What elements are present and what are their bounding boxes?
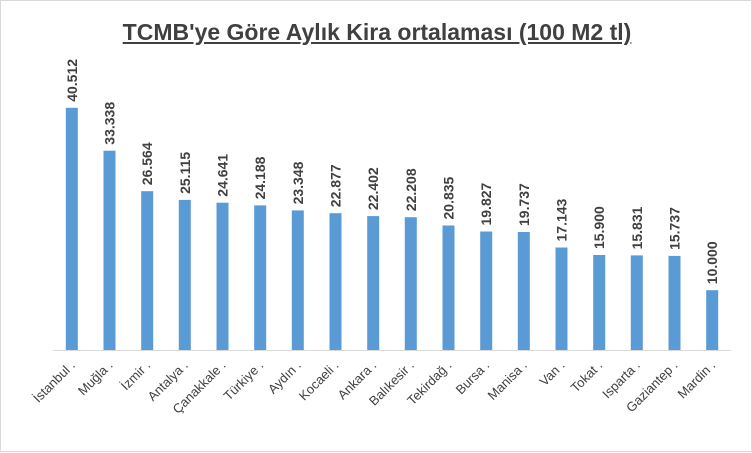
- bar: [668, 255, 681, 350]
- bar: [442, 225, 455, 350]
- category-tick-label: Kocaeli .: [296, 358, 342, 404]
- data-label: 24.188: [252, 156, 268, 199]
- bar: [103, 150, 116, 350]
- category-tick-label: Mardin .: [675, 358, 719, 402]
- data-label: 26.564: [139, 142, 155, 185]
- bar: [404, 217, 417, 350]
- data-label: 15.737: [667, 207, 683, 250]
- data-label: 40.512: [64, 59, 80, 102]
- bar: [367, 216, 380, 350]
- data-label: 19.737: [516, 183, 532, 226]
- data-label: 22.208: [403, 168, 419, 211]
- data-label: 20.835: [441, 176, 457, 219]
- category-tick-label: Muğla .: [75, 358, 116, 399]
- bar: [254, 205, 267, 350]
- category-tick-label: Manisa .: [485, 358, 530, 403]
- bar: [178, 199, 191, 350]
- bar: [65, 107, 78, 350]
- data-label: 25.115: [177, 152, 193, 194]
- bar: [517, 232, 530, 350]
- data-label: 15.831: [629, 206, 645, 249]
- data-label: 17.143: [554, 198, 570, 241]
- data-label: 33.338: [102, 102, 118, 145]
- bar: [291, 210, 304, 350]
- data-label: 10.000: [704, 241, 720, 284]
- category-tick-label: Van .: [536, 358, 567, 389]
- category-tick-label: İstanbul .: [30, 358, 78, 406]
- data-label: 23.348: [290, 161, 306, 204]
- bar: [141, 191, 154, 350]
- data-label: 19.827: [478, 182, 494, 225]
- chart-title: TCMB'ye Göre Aylık Kira ortalaması (100 …: [122, 19, 632, 45]
- category-tick-label: Türkiye .: [220, 358, 266, 404]
- bar: [706, 290, 719, 350]
- data-label: 22.402: [365, 167, 381, 210]
- bar: [630, 255, 643, 350]
- data-label: 24.641: [215, 154, 231, 197]
- data-label: 22.877: [328, 164, 344, 207]
- bar: [329, 213, 342, 350]
- bar: [216, 202, 229, 350]
- category-tick-label: İzmir .: [118, 358, 154, 394]
- bar: [593, 255, 606, 350]
- data-label: 15.900: [591, 206, 607, 249]
- bar: [555, 247, 568, 350]
- bar: [480, 231, 493, 350]
